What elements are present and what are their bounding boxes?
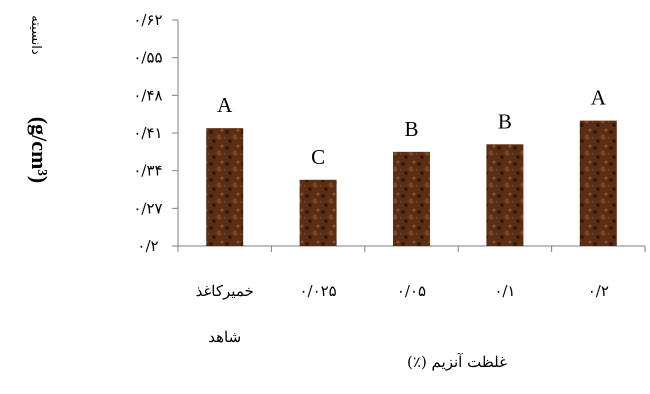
significance-labels: A C B B A xyxy=(217,86,607,169)
y-tick-label: ۰/۲۷ xyxy=(133,199,162,217)
y-axis-unit: (g/cm³) xyxy=(27,117,52,183)
category-labels: خمیرکاغذ شاهد ۰/۰۲۵ ۰/۰۵ ۰/۱ ۰/۲ xyxy=(196,282,609,346)
significance-label: A xyxy=(591,86,607,110)
bar xyxy=(486,144,524,246)
bar xyxy=(206,128,244,246)
category-label: ۰/۱ xyxy=(494,282,515,300)
bar xyxy=(299,179,337,246)
bar xyxy=(393,151,430,246)
y-ticks: ۰/۲ ۰/۲۷ ۰/۳۴ ۰/۴۱ ۰/۴۸ ۰/۵۵ ۰/۶۲ xyxy=(133,11,178,255)
y-axis-title-text: دانسیته xyxy=(28,15,43,55)
bar xyxy=(579,120,617,246)
y-tick-label: ۰/۵۵ xyxy=(133,49,162,67)
y-axis-title: دانسیته (g/cm³) xyxy=(27,15,52,183)
y-tick-label: ۰/۲ xyxy=(137,237,158,255)
significance-label: B xyxy=(404,117,418,141)
y-tick-label: ۰/۴۸ xyxy=(133,86,162,104)
category-label: خمیرکاغذ شاهد xyxy=(196,282,254,346)
category-label: ۰/۰۲۵ xyxy=(299,282,336,300)
significance-label: B xyxy=(498,109,512,133)
x-ticks xyxy=(177,246,646,252)
y-tick-label: ۰/۳۴ xyxy=(133,162,162,180)
significance-label: C xyxy=(311,145,325,169)
category-label: ۰/۰۵ xyxy=(397,282,426,300)
y-tick-label: ۰/۴۱ xyxy=(133,124,162,142)
category-label: ۰/۲ xyxy=(588,282,609,300)
x-axis-title: غلظت آنزیم (٪) xyxy=(407,353,507,371)
significance-label: A xyxy=(217,93,233,117)
y-tick-label: ۰/۶۲ xyxy=(133,11,162,29)
bars xyxy=(206,120,617,246)
